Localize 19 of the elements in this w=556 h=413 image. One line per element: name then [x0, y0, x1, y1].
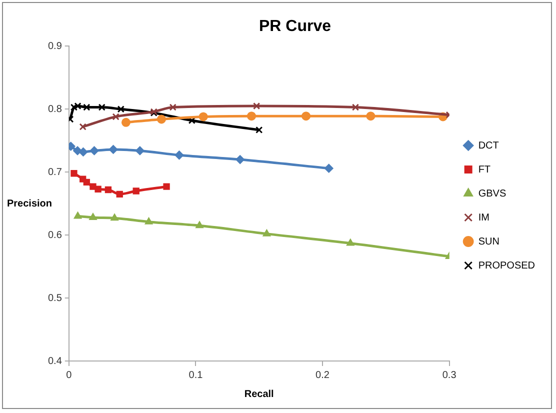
x-tick-label: 0 [66, 370, 72, 381]
chart-title: PR Curve [258, 18, 332, 36]
legend-label: DCT [478, 140, 499, 152]
x-tick-label: 0.2 [316, 370, 330, 381]
x-tick-label: 0.3 [442, 370, 457, 381]
y-tick-label: 0.7 [48, 166, 62, 178]
legend-label: SUN [478, 236, 500, 248]
y-tick-label: 0.8 [48, 104, 62, 115]
y-tick-label: 0.6 [48, 230, 62, 241]
y-tick-label: 0.4 [48, 356, 62, 367]
legend-label: IM [478, 212, 490, 224]
y-tick-label: 0.9 [48, 40, 62, 52]
legend-label: PROPOSED [478, 260, 536, 272]
y-axis-title: Precision [7, 198, 52, 210]
legend-label: FT [478, 164, 491, 176]
x-axis-title: Recall [244, 388, 274, 400]
y-tick-label: 0.5 [48, 292, 62, 304]
x-tick-label: 0.1 [188, 370, 204, 381]
legend-label: GBVS [478, 188, 506, 200]
